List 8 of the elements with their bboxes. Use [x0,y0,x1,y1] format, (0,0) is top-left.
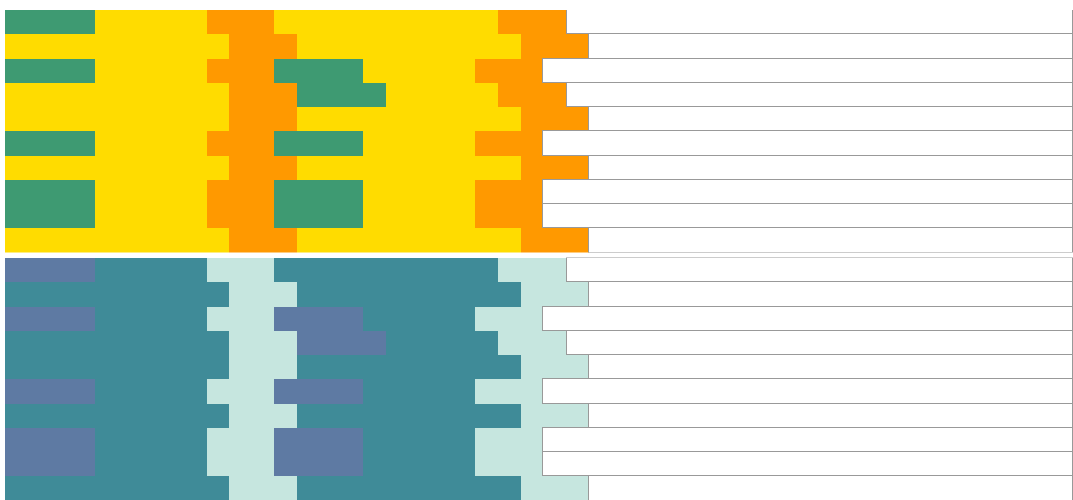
bar [5,378,95,404]
bar [274,378,363,404]
bar [5,306,95,331]
bar [5,257,95,282]
bar [5,131,95,156]
bar [5,59,95,83]
bar [274,131,363,156]
bar [5,10,95,34]
